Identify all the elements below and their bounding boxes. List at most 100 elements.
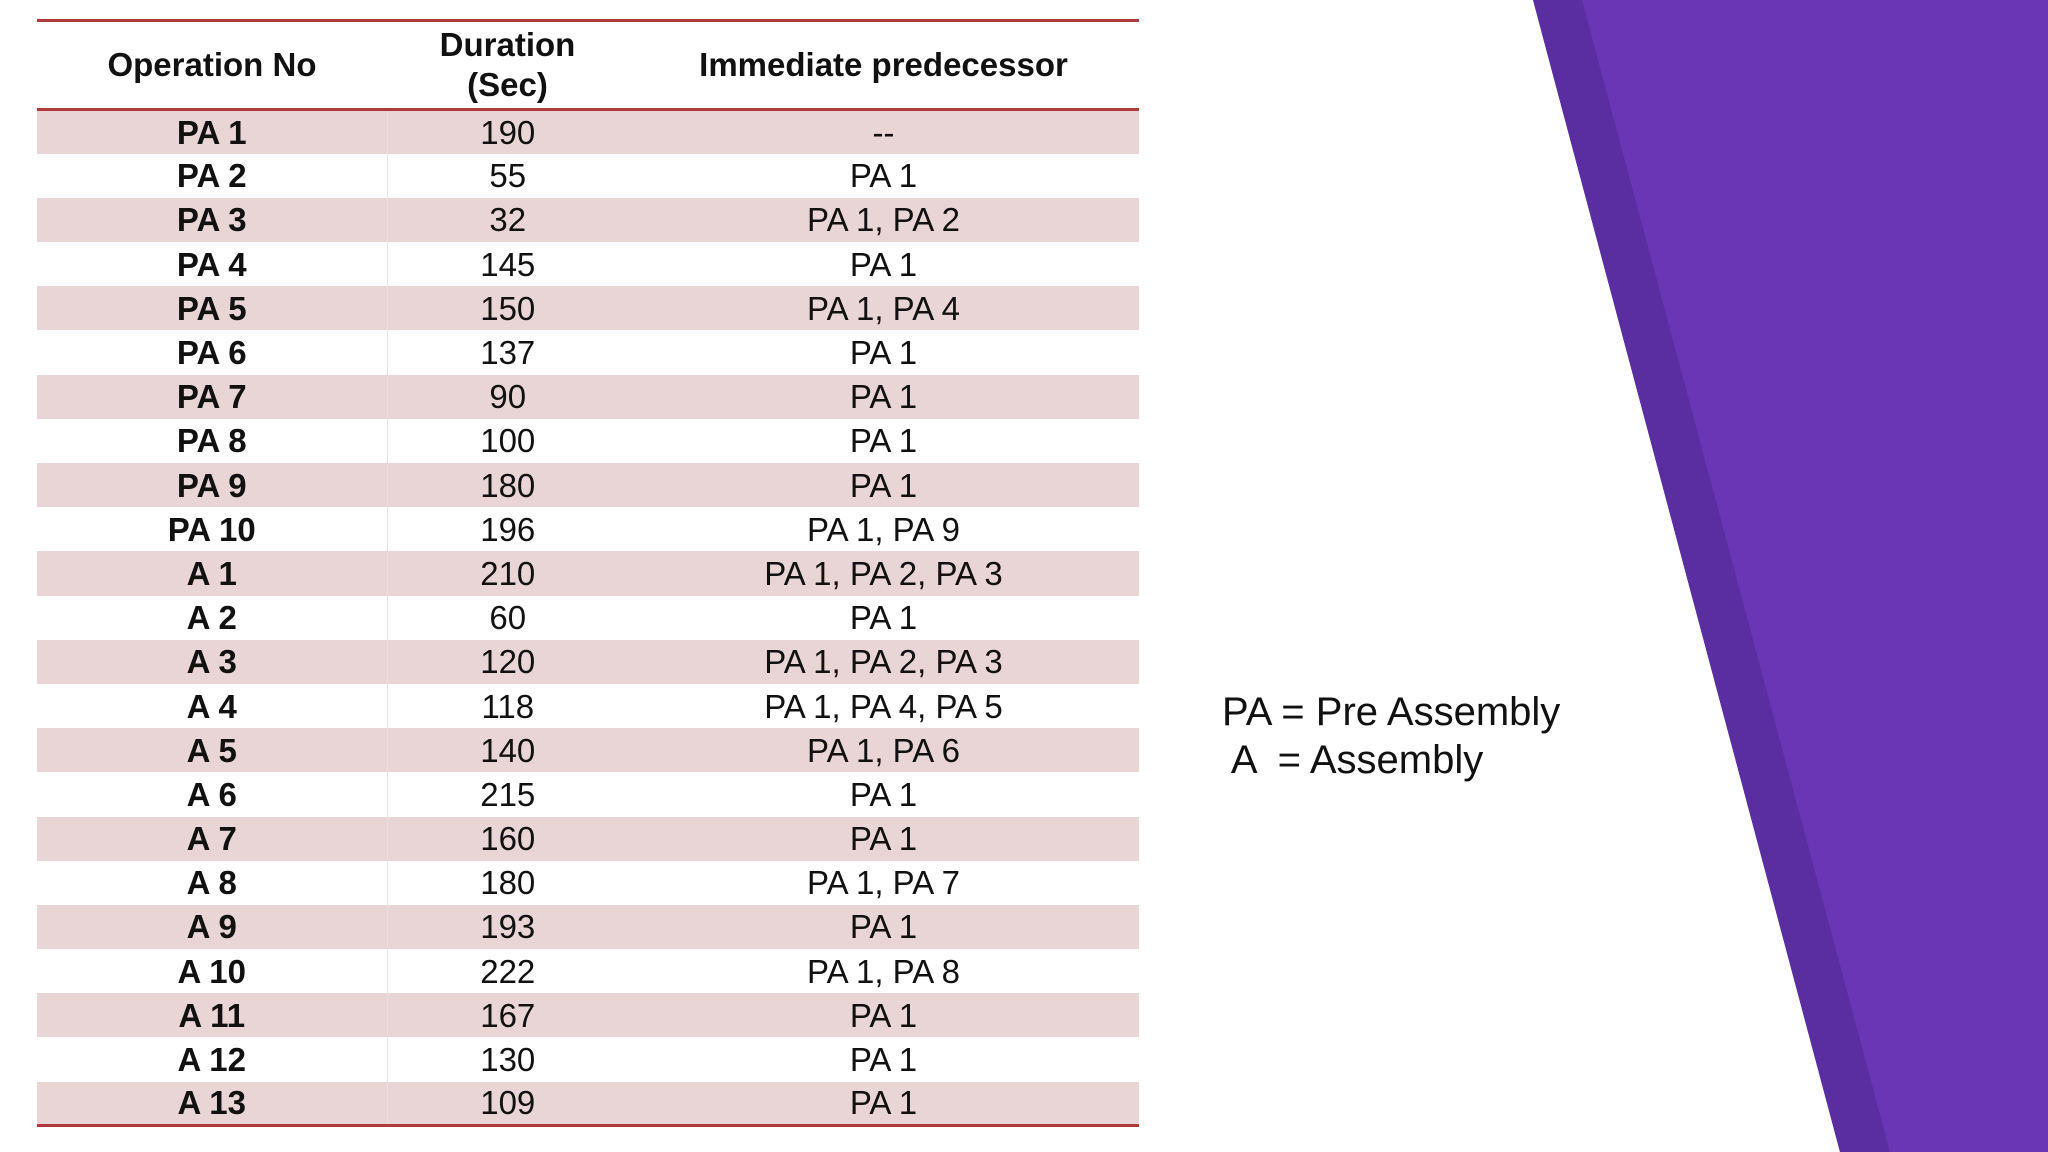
operation-cell: A 9 [37, 904, 388, 950]
table-row: A 12 130 PA 1 [37, 1037, 1139, 1082]
table-header: Operation No Duration (Sec) Immediate pr… [37, 20, 1139, 110]
duration-cell: 215 [480, 775, 536, 813]
operation-cell: PA 9 [37, 463, 388, 508]
operation-cell: A 3 [37, 639, 388, 684]
operation-cell: PA 10 [37, 507, 388, 552]
table-row: A 2 60 PA 1 [37, 595, 1139, 640]
duration-cell: 160 [480, 820, 536, 858]
predecessor-cell: PA 1, PA 9 [807, 510, 960, 548]
predecessor-cell: -- [872, 113, 895, 151]
duration-cell: 140 [480, 731, 536, 769]
predecessor-cell: PA 1 [849, 996, 918, 1034]
operation-cell: A 4 [37, 683, 388, 729]
predecessor-cell: PA 1 [849, 245, 918, 283]
duration-cell: 180 [480, 466, 536, 504]
duration-cell: 130 [480, 1041, 536, 1079]
operation-cell: PA 4 [37, 242, 388, 287]
predecessor-cell: PA 1, PA 4, PA 5 [764, 687, 1003, 725]
operation-cell: A 5 [37, 728, 388, 773]
duration-cell: 210 [480, 554, 536, 592]
operation-cell: PA 6 [37, 330, 388, 375]
predecessor-cell: PA 1 [849, 1041, 918, 1079]
table-row: PA 4 145 PA 1 [37, 242, 1139, 287]
duration-cell: 193 [480, 908, 536, 946]
table-row: PA 3 32 PA 1, PA 2 [37, 197, 1139, 243]
duration-cell: 190 [480, 113, 536, 151]
operation-cell: PA 3 [37, 197, 388, 243]
predecessor-cell: PA 1 [849, 599, 918, 637]
duration-cell: 222 [480, 952, 536, 990]
header-row: Operation No Duration (Sec) Immediate pr… [37, 20, 1139, 110]
header-operation-no: Operation No [107, 46, 317, 84]
duration-cell: 137 [480, 334, 536, 372]
header-duration: Duration (Sec) [387, 21, 628, 110]
operations-table: Operation No Duration (Sec) Immediate pr… [37, 19, 1139, 1127]
table-row: PA 10 196 PA 1, PA 9 [37, 507, 1139, 552]
predecessor-cell: PA 1 [849, 334, 918, 372]
legend-assembly: A = Assembly [1222, 738, 1484, 782]
predecessor-cell: PA 1, PA 8 [807, 952, 960, 990]
predecessor-cell: PA 1 [849, 157, 918, 195]
predecessor-cell: PA 1 [849, 908, 918, 946]
table-row: PA 7 90 PA 1 [37, 374, 1139, 419]
table-row: A 10 222 PA 1, PA 8 [37, 949, 1139, 994]
table-row: A 6 215 PA 1 [37, 772, 1139, 817]
operation-cell: PA 7 [37, 374, 388, 419]
table-row: PA 2 55 PA 1 [37, 153, 1139, 198]
header-duration-line2: (Sec) [467, 66, 548, 103]
table-body: PA 1 190 -- PA 2 55 PA 1 PA 3 32 PA 1, PA 2 PA 4 1… [37, 109, 1139, 1126]
table-row: A 5 140 PA 1, PA 6 [37, 728, 1139, 773]
purple-accent-shape [1533, 0, 2048, 1152]
legend-pre-assembly: PA = Pre Assembly [1222, 690, 1561, 734]
duration-cell: 167 [480, 996, 536, 1034]
operation-cell: PA 5 [37, 286, 388, 331]
duration-cell: 100 [480, 422, 536, 460]
table-row: A 3 120 PA 1, PA 2, PA 3 [37, 639, 1139, 684]
header-immediate-predecessor: Immediate predecessor [699, 46, 1068, 84]
predecessor-cell: PA 1, PA 2 [807, 201, 960, 239]
duration-cell: 55 [489, 157, 527, 195]
duration-cell: 90 [489, 378, 527, 416]
operation-cell: A 2 [37, 595, 388, 640]
predecessor-cell: PA 1, PA 4 [807, 289, 960, 327]
table-row: A 11 167 PA 1 [37, 993, 1139, 1038]
duration-cell: 60 [489, 599, 527, 637]
operation-cell: PA 8 [37, 418, 388, 463]
table-row: A 9 193 PA 1 [37, 904, 1139, 950]
operation-cell: A 10 [37, 949, 388, 994]
predecessor-cell: PA 1, PA 2, PA 3 [764, 554, 1003, 592]
predecessor-cell: PA 1 [849, 466, 918, 504]
table-row: PA 1 190 -- [37, 109, 1139, 154]
predecessor-cell: PA 1 [849, 1084, 918, 1122]
predecessor-cell: PA 1 [849, 820, 918, 858]
operation-cell: A 8 [37, 860, 388, 905]
purple-accent-edge [1533, 0, 1890, 1152]
table-row: PA 6 137 PA 1 [37, 330, 1139, 375]
table-row: A 1 210 PA 1, PA 2, PA 3 [37, 551, 1139, 596]
duration-cell: 150 [480, 289, 536, 327]
operation-cell: A 13 [37, 1081, 388, 1126]
duration-cell: 120 [480, 643, 536, 681]
operation-cell: A 11 [37, 993, 388, 1038]
table-row: A 8 180 PA 1, PA 7 [37, 860, 1139, 905]
operation-cell: PA 2 [37, 153, 388, 198]
predecessor-cell: PA 1 [849, 378, 918, 416]
duration-cell: 109 [480, 1084, 536, 1122]
table-row: A 7 160 PA 1 [37, 816, 1139, 861]
table-row: A 4 118 PA 1, PA 4, PA 5 [37, 683, 1139, 729]
operation-cell: A 1 [37, 551, 388, 596]
operation-cell: A 12 [37, 1037, 388, 1082]
operation-cell: A 6 [37, 772, 388, 817]
duration-cell: 118 [481, 687, 535, 725]
operation-cell: A 7 [37, 816, 388, 861]
predecessor-cell: PA 1, PA 7 [807, 864, 960, 902]
duration-cell: 196 [480, 510, 536, 548]
predecessor-cell: PA 1, PA 2, PA 3 [764, 643, 1003, 681]
table-row: A 13 109 PA 1 [37, 1081, 1139, 1126]
operation-cell: PA 1 [37, 109, 388, 154]
predecessor-cell: PA 1 [849, 775, 918, 813]
table-row: PA 5 150 PA 1, PA 4 [37, 286, 1139, 331]
predecessor-cell: PA 1, PA 6 [807, 731, 960, 769]
table-row: PA 8 100 PA 1 [37, 418, 1139, 463]
